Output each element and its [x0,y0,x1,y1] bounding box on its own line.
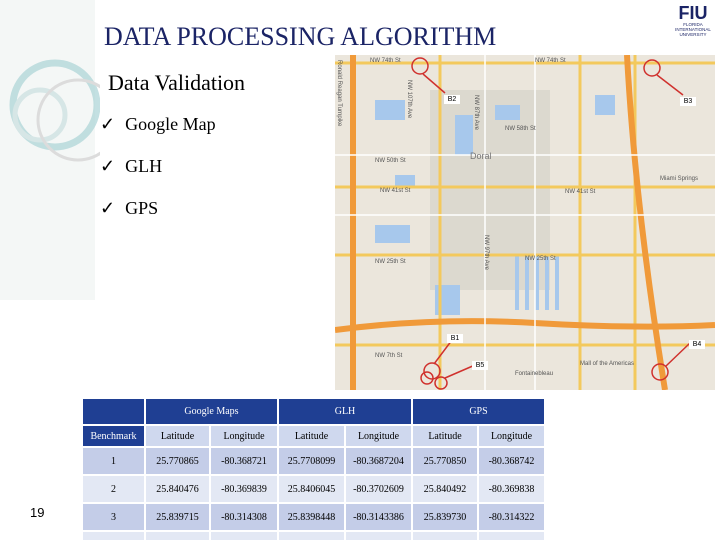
table-cell: -80.369838 [478,475,545,503]
bullet: ✓ GLH [100,156,163,176]
map-label: Fontainebleau [515,371,553,377]
table-cell: 25.770350 [412,531,478,540]
logo-caption: FLORIDA INTERNATIONAL UNIVERSITY [675,22,711,37]
marker-label: B1 [451,335,460,342]
table-cell: 25.770850 [412,447,478,475]
table-cell: 25.8398448 [278,503,345,531]
table-cell: 25.770865 [145,447,210,475]
map-label: NW 50th St [375,158,406,164]
marker-box [680,97,696,106]
column-header: Latitude [145,425,210,447]
marker-box [472,361,488,370]
table-cell: 25.7708099 [278,447,345,475]
table-cell: 25.840476 [145,475,210,503]
bullet: ✓ GPS [100,198,159,218]
map-label: NW 25th St [375,259,406,265]
table-cell: -80.369839 [210,475,278,503]
table-cell: 25.7703427 [278,531,345,540]
map-label: NW 25th St [525,256,556,262]
column-header: Longitude [210,425,278,447]
table-cell: -80.368721 [210,447,278,475]
map-label: NW 58th St [505,126,536,132]
marker-label: B3 [684,98,693,105]
table-cell: -80.314322 [478,503,545,531]
map-label: NW 41st St [565,189,596,195]
table-cell: -80.313592 [478,531,545,540]
column-header: Latitude [278,425,345,447]
map-label: Ronald Reagan Turnpike [336,60,342,127]
table-cell: 1 [82,447,145,475]
column-header: Longitude [345,425,412,447]
page-number: 19 [30,505,45,520]
marker-box [444,95,460,104]
marker-label: B4 [693,341,702,348]
table-cell: -80.314308 [210,503,278,531]
decoration [0,0,100,300]
bullet-text: Google Map [125,114,216,134]
column-header: Longitude [478,425,545,447]
table-cell: 25.839730 [412,503,478,531]
subtitle: Data Validation [108,70,246,95]
title: DATA PROCESSING ALGORITHM [104,22,497,51]
table: Google Maps GLH GPS Benchmark Latitude Longit… [82,398,545,540]
column-header: Latitude [412,425,478,447]
map-label: NW 7th St [375,353,403,359]
group-header: GLH [278,398,412,425]
table-cell: 2 [82,475,145,503]
marker-label: B5 [476,362,485,369]
map-label: NW 107th Ave [406,80,412,119]
table-cell: -80.3687204 [345,447,412,475]
table-cell: 3 [82,503,145,531]
map-label: NW 97th Ave [483,235,489,271]
table-cell: -80.368742 [478,447,545,475]
header-cell [82,398,145,425]
map-label: NW 87th Ave [473,95,479,131]
map: NW 74th St NW 74th St NW 58th St Doral NW 50… [335,55,715,390]
map-label: NW 74th St [535,58,566,64]
table-cell: -80.3143386 [345,503,412,531]
bullet: ✓ Google Map [100,114,216,134]
marker-label: B2 [448,96,457,103]
logo: FIU FLORIDA INTERNATIONAL UNIVERSITY [668,4,718,37]
table-cell: 4 [82,531,145,540]
table-cell: 25.840492 [412,475,478,503]
marker-box [689,340,705,349]
marker-box [447,334,463,343]
map-label: NW 74th St [370,58,401,64]
table-cell: 25.839715 [145,503,210,531]
bullet-text: GPS [125,198,159,218]
table-cell: -80.3136940 [345,531,412,540]
map-label: Mall of the Americas [580,361,634,367]
table-cell: 25.770350 [145,531,210,540]
column-header: Benchmark [82,425,145,447]
group-header: Google Maps [145,398,278,425]
table-cell: 25.8406045 [278,475,345,503]
table-cell: -80.3702609 [345,475,412,503]
map-label: Miami Springs [660,176,698,182]
bullet-text: GLH [125,156,163,176]
map-label: Doral [470,151,492,161]
group-header: GPS [412,398,545,425]
logo-name: FIU [678,3,708,23]
table-cell: -80.313627 [210,531,278,540]
map-label: NW 41st St [380,188,411,194]
